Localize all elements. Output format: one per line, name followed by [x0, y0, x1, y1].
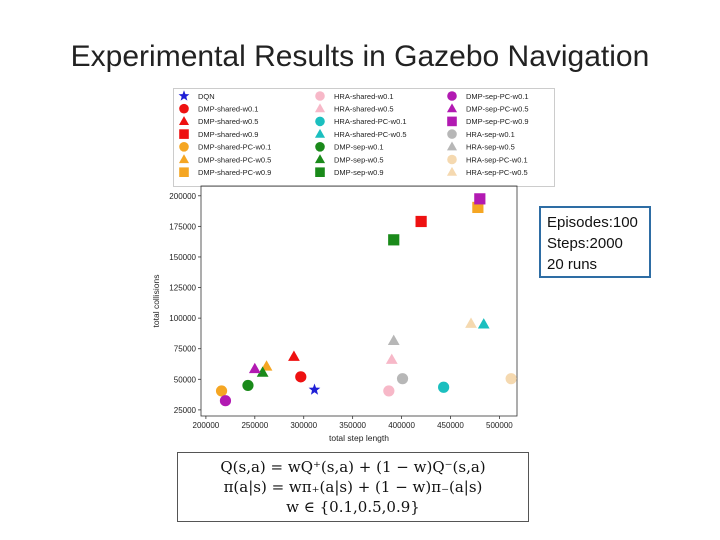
- legend-marker: [446, 103, 458, 113]
- q-formula: Q(s,a) = wQ⁺(s,a) + (1 − w)Q⁻(s,a): [220, 458, 486, 476]
- legend-label: HRA-sep-w0.1: [466, 130, 515, 139]
- data-point: [256, 366, 269, 377]
- x-tick-label: 250000: [241, 421, 268, 430]
- legend-marker: [446, 166, 458, 176]
- legend-marker: [314, 128, 326, 138]
- legend-label: DMP-shared-w0.9: [198, 130, 258, 139]
- runs-text: 20 runs: [547, 256, 598, 273]
- axis-ticks: 200000 250000 300000 350000 400000 450000 5000…: [169, 192, 513, 430]
- x-tick-label: 450000: [437, 421, 464, 430]
- data-point: [465, 317, 477, 328]
- data-point: [505, 373, 517, 385]
- weight-set-formula: w ∈ {0.1,0.5,0.9}: [286, 498, 420, 516]
- legend-marker: [315, 116, 325, 127]
- data-point: [383, 385, 395, 397]
- legend-label: DMP-sep-w0.5: [334, 155, 384, 164]
- episodes-text: Episodes:100: [547, 214, 638, 231]
- legend-marker: [315, 167, 325, 177]
- legend-marker: [315, 142, 325, 152]
- legend-label: HRA-shared-PC-w0.5: [334, 130, 407, 139]
- slide-title: Experimental Results in Gazebo Navigatio…: [70, 40, 650, 73]
- experiment-info-box: Episodes:100 Steps:2000 20 runs: [539, 206, 651, 278]
- legend-label: DMP-shared-PC-w0.1: [198, 143, 271, 152]
- legend-marker: [446, 141, 458, 151]
- data-point: [474, 193, 486, 205]
- legend-label: HRA-sep-PC-w0.5: [466, 168, 528, 177]
- formula-box: Q(s,a) = wQ⁺(s,a) + (1 − w)Q⁻(s,a) π(a|s…: [177, 452, 529, 522]
- data-point: [295, 371, 307, 383]
- data-point: [288, 350, 300, 361]
- legend-marker: [179, 167, 189, 177]
- legend-label: DMP-shared-w0.1: [198, 105, 258, 114]
- legend-label: DMP-sep-PC-w0.9: [466, 117, 529, 126]
- data-point: [385, 353, 398, 364]
- y-tick-label: 100000: [169, 314, 196, 323]
- legend-marker: [178, 154, 190, 164]
- data-point: [387, 334, 400, 345]
- legend-marker: [315, 91, 325, 101]
- y-tick-label: 50000: [174, 375, 197, 384]
- legend-label: DMP-shared-PC-w0.5: [198, 155, 271, 164]
- legend-label: HRA-sep-PC-w0.1: [466, 155, 528, 164]
- x-tick-label: 400000: [388, 421, 415, 430]
- data-point: [260, 360, 273, 371]
- y-tick-label: 200000: [169, 192, 196, 201]
- y-tick-label: 25000: [174, 406, 197, 415]
- y-tick-label: 150000: [169, 253, 196, 262]
- data-point: [388, 234, 400, 246]
- plot-area-frame: [200, 185, 518, 417]
- x-tick-label: 300000: [290, 421, 317, 430]
- data-points: [215, 193, 517, 407]
- data-point: [219, 395, 232, 407]
- legend-marker: [447, 129, 457, 139]
- policy-formula: π(a|s) = wπ₊(a|s) + (1 − w)π₋(a|s): [223, 478, 483, 496]
- legend-label: DMP-shared-w0.5: [198, 117, 258, 126]
- legend-marker: [447, 116, 457, 127]
- legend-marker: [447, 91, 457, 101]
- x-axis-label: total step length: [329, 433, 389, 443]
- legend-marker: [179, 103, 189, 114]
- x-tick-label: 350000: [339, 421, 366, 430]
- data-point: [438, 381, 450, 393]
- steps-text: Steps:2000: [547, 235, 623, 252]
- x-tick-label: 200000: [193, 421, 220, 430]
- legend-label: DMP-sep-PC-w0.1: [466, 92, 529, 101]
- y-tick-label: 175000: [169, 222, 196, 231]
- legend-label: DMP-shared-PC-w0.9: [198, 168, 271, 177]
- legend-label: HRA-shared-w0.5: [334, 105, 394, 114]
- data-point: [472, 201, 484, 214]
- data-point: [415, 215, 427, 228]
- data-point: [215, 385, 228, 397]
- data-point: [248, 362, 261, 374]
- data-point: [477, 318, 490, 329]
- legend-label: HRA-shared-PC-w0.1: [334, 117, 407, 126]
- legend-marker: [447, 154, 457, 165]
- legend-label: DMP-sep-w0.1: [334, 143, 384, 152]
- x-tick-label: 500000: [486, 421, 513, 430]
- data-point: [242, 379, 254, 392]
- legend-marker: [178, 116, 190, 125]
- legend-marker: [178, 90, 190, 101]
- legend-label: DMP-sep-w0.9: [334, 168, 384, 177]
- legend-label: HRA-sep-w0.5: [466, 143, 515, 152]
- legend-label: DQN: [198, 92, 215, 101]
- y-tick-label: 75000: [174, 345, 197, 354]
- y-axis-label: total collisions: [151, 275, 161, 328]
- chart-legend: [173, 88, 555, 187]
- y-tick-label: 125000: [169, 284, 196, 293]
- legend-marker: [179, 142, 189, 152]
- legend-entries: DQN DMP-shared-w0.1 DMP-shared-w0.5 DMP-sha…: [178, 90, 529, 177]
- data-point: [396, 373, 409, 385]
- legend-marker: [314, 103, 326, 113]
- legend-label: DMP-sep-PC-w0.5: [466, 105, 529, 114]
- legend-label: HRA-shared-w0.1: [334, 92, 394, 101]
- legend-marker: [179, 129, 189, 139]
- data-point: [308, 383, 321, 395]
- legend-marker: [314, 154, 326, 164]
